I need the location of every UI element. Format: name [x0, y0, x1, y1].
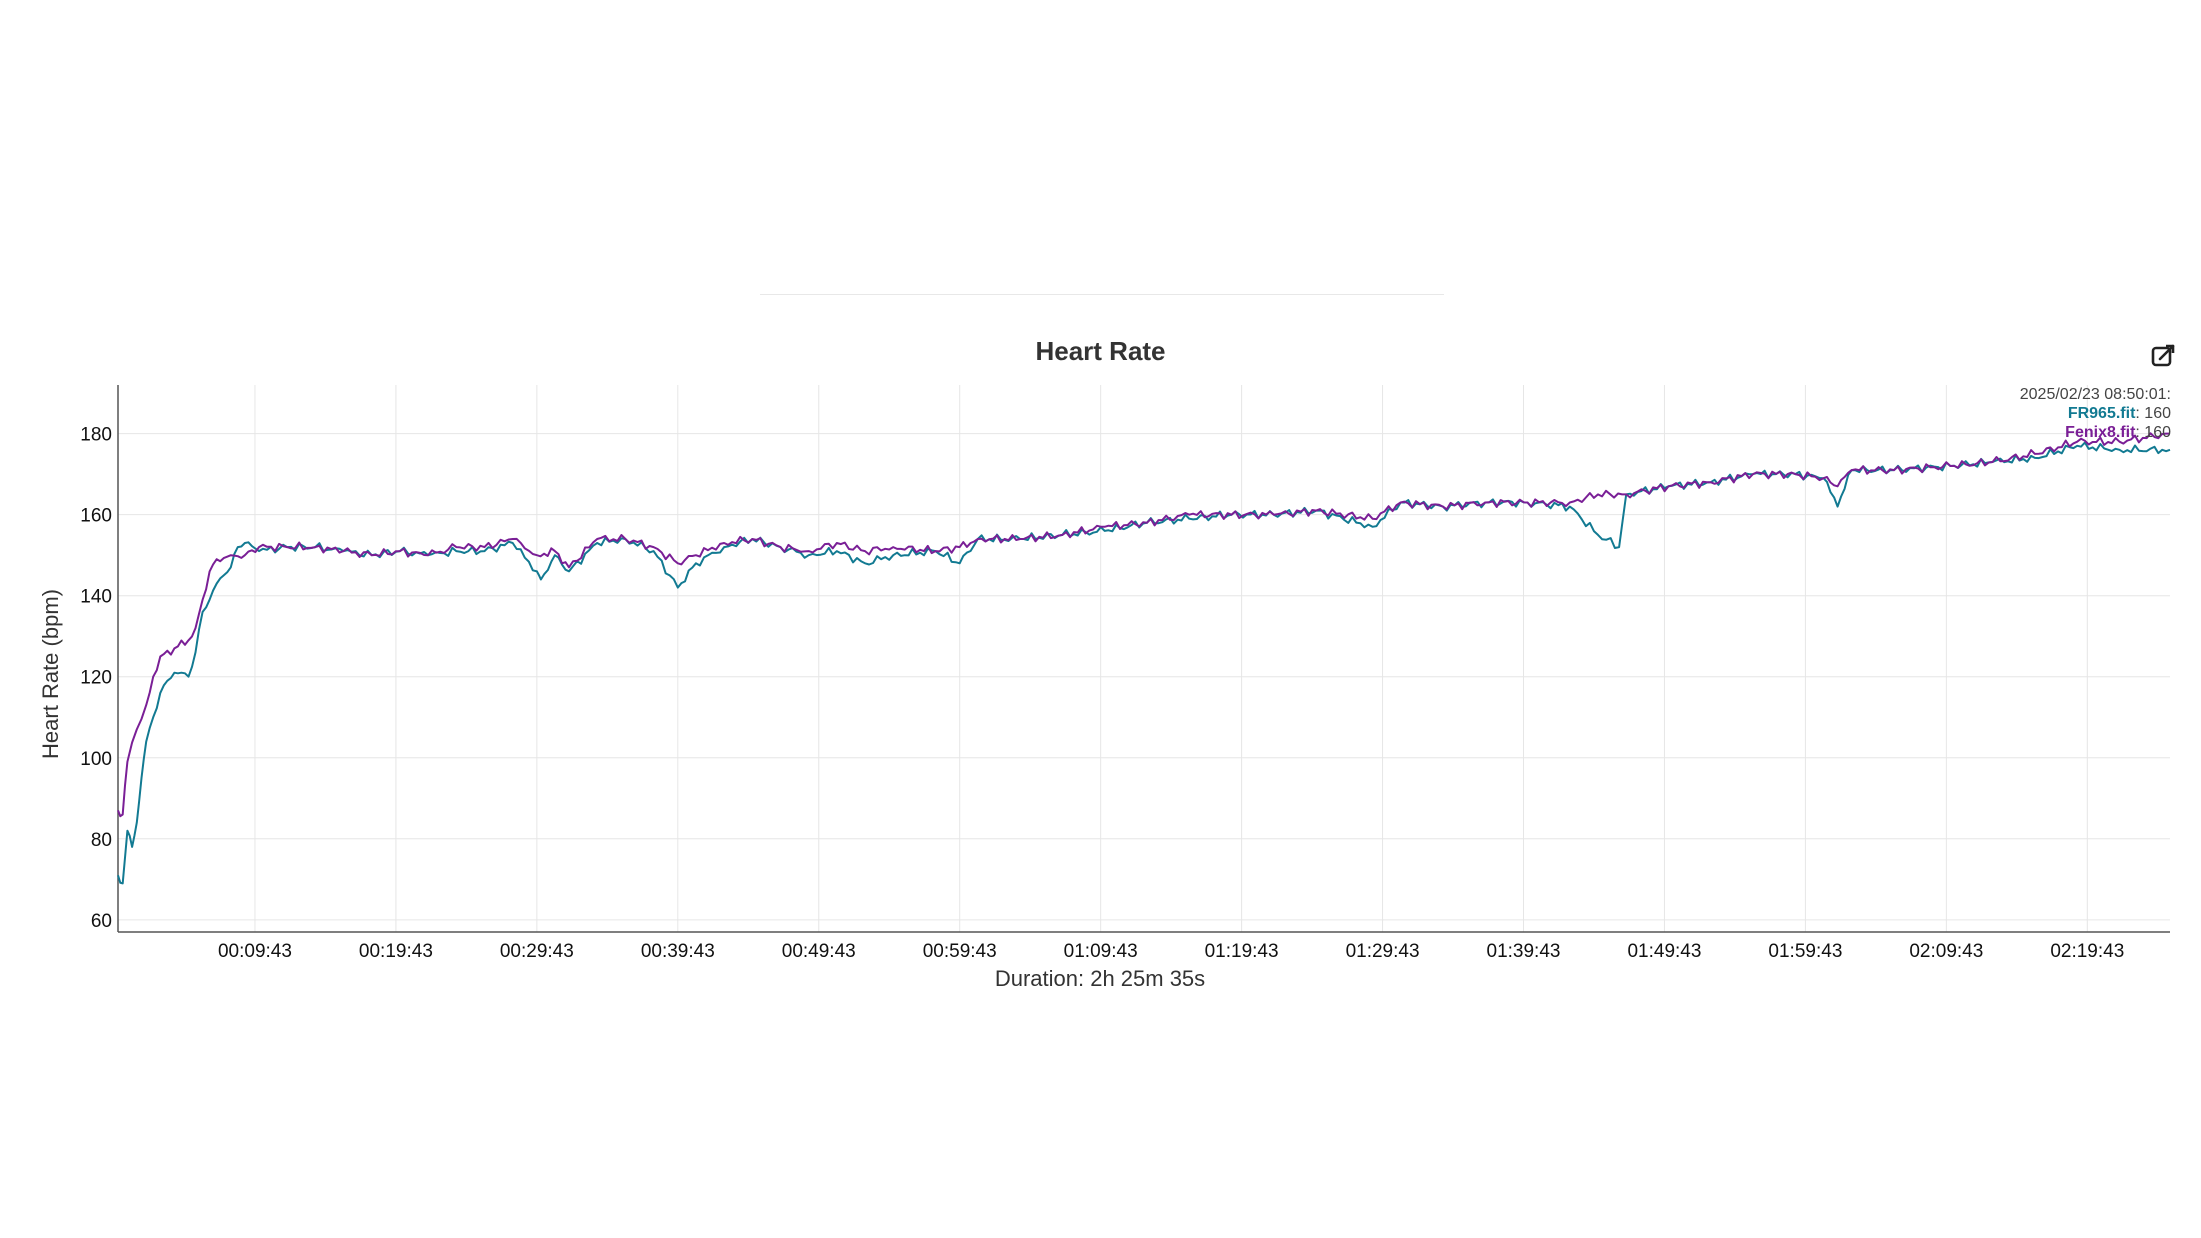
- x-tick-label: 01:49:43: [1627, 941, 1701, 962]
- x-tick-label: 01:09:43: [1064, 941, 1138, 962]
- x-tick-label: 00:59:43: [923, 941, 997, 962]
- tooltip-series-name: Fenix8.fit: [2065, 424, 2136, 441]
- tick-labels: 60 80 100 120 140 160 180 00:09:43 00:19:43 00:29…: [80, 425, 2124, 962]
- series-line-fenix8-fit: [117, 432, 2170, 818]
- x-tick-label: 00:49:43: [782, 941, 856, 962]
- section-divider: [760, 294, 1444, 295]
- grid: [118, 385, 2170, 932]
- x-tick-label: 01:39:43: [1487, 941, 1561, 962]
- tooltip-entry-fr965: FR965.fit: 160: [2067, 405, 2171, 422]
- tooltip-timestamp: 2025/02/23 08:50:01:: [2019, 386, 2171, 403]
- x-axis-title: Duration: 2h 25m 35s: [995, 966, 1205, 991]
- series-lines: [117, 432, 2171, 885]
- x-tick-label: 01:19:43: [1205, 941, 1279, 962]
- x-tick-label: 02:09:43: [1909, 941, 1983, 962]
- y-tick-label: 160: [80, 506, 112, 527]
- x-tick-label: 00:09:43: [218, 941, 292, 962]
- y-tick-label: 80: [91, 830, 112, 851]
- tooltip-entry-fenix8: Fenix8.fit: 160: [2065, 424, 2171, 441]
- x-tick-label: 01:29:43: [1346, 941, 1420, 962]
- external-edit-icon[interactable]: [2150, 343, 2176, 369]
- x-tick-label: 00:19:43: [359, 941, 433, 962]
- tooltip-series-name: FR965.fit: [2067, 405, 2136, 422]
- x-tick-label: 00:29:43: [500, 941, 574, 962]
- chart-title: Heart Rate: [1035, 336, 1166, 366]
- y-tick-label: 100: [80, 749, 112, 770]
- y-tick-label: 140: [80, 587, 112, 608]
- x-tick-label: 01:59:43: [1768, 941, 1842, 962]
- y-tick-label: 180: [80, 425, 112, 446]
- x-tick-label: 02:19:43: [2050, 941, 2124, 962]
- x-tick-label: 00:39:43: [641, 941, 715, 962]
- y-axis-title: Heart Rate (bpm): [38, 589, 63, 759]
- y-tick-label: 60: [91, 911, 112, 932]
- hover-tooltip: 2025/02/23 08:50:01: FR965.fit: 160 Feni…: [2020, 385, 2171, 442]
- axes: [117, 385, 2170, 933]
- tooltip-series-value: 160: [2144, 405, 2171, 422]
- series-line-fr965-fit: [117, 441, 2171, 885]
- y-tick-label: 120: [80, 668, 112, 689]
- tooltip-series-value: 160: [2144, 424, 2171, 441]
